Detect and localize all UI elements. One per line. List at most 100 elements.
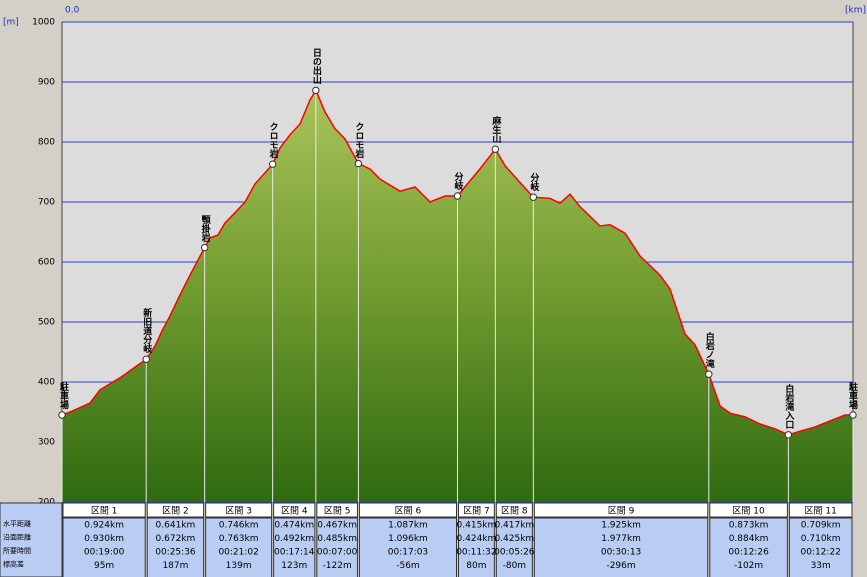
section-name: 区間 1 xyxy=(91,506,118,517)
table-label-column xyxy=(0,502,63,577)
x-start-label: 0.0 xyxy=(65,6,80,16)
section-cell: 1.977km xyxy=(601,534,641,544)
section-cell: 0.424km xyxy=(457,534,497,544)
waypoint-marker xyxy=(453,192,462,200)
table-row-label: 水平距離 xyxy=(3,519,31,528)
section-cell: 33m xyxy=(811,561,831,571)
section-header-cell xyxy=(205,502,273,518)
y-unit: [m] xyxy=(3,18,19,28)
section-data-cell xyxy=(62,517,146,577)
table-row-label: 所要時間 xyxy=(3,546,31,555)
section-cell: 00:30:13 xyxy=(601,548,641,558)
section-name: 区間 8 xyxy=(501,506,528,517)
section-data-cell xyxy=(458,517,495,577)
section-name: 区間 5 xyxy=(324,506,351,517)
section-cell: 00:25:36 xyxy=(155,548,196,558)
waypoint-marker xyxy=(58,411,66,419)
section-header-cell xyxy=(788,502,853,518)
section-header-cell xyxy=(273,502,316,518)
waypoint-label: クロモ岩 xyxy=(267,122,278,159)
y-tick-label: 600 xyxy=(38,258,55,268)
waypoint-marker xyxy=(849,411,857,419)
section-data-cell xyxy=(709,517,788,577)
section-header-cell xyxy=(533,502,709,518)
section-cell: 0.930km xyxy=(84,534,124,544)
section-cell: 00:17:14 xyxy=(274,548,315,558)
section-name: 区間 4 xyxy=(281,506,308,517)
section-name: 区間 7 xyxy=(463,506,490,517)
waypoint-marker xyxy=(200,243,209,252)
section-cell: 95m xyxy=(94,561,114,571)
y-tick-label: 1000 xyxy=(32,18,55,28)
section-cell: 0.641km xyxy=(156,521,196,531)
section-cell: 1.925km xyxy=(601,521,641,531)
section-cell: 1.087km xyxy=(388,521,428,531)
section-header-cell xyxy=(358,502,458,518)
y-tick-label: 900 xyxy=(38,78,55,88)
section-data-cell xyxy=(146,517,205,577)
section-cell: 80m xyxy=(466,561,486,571)
y-tick-label: 700 xyxy=(38,198,55,208)
waypoint-marker xyxy=(491,145,500,153)
section-data-cell xyxy=(533,517,709,577)
section-data-cell xyxy=(358,517,458,577)
section-cell: 0.924km xyxy=(84,521,124,531)
waypoint-marker xyxy=(312,86,320,95)
section-cell: 0.425km xyxy=(494,534,534,544)
y-tick-label: 300 xyxy=(38,438,55,448)
section-cell: 00:11:32 xyxy=(456,548,496,558)
section-cell: 00:07:00 xyxy=(317,548,358,558)
waypoint-label: 麻生山 xyxy=(490,116,501,144)
waypoint-label: 駐車場 xyxy=(58,382,68,409)
waypoint-label: 分岐 xyxy=(452,172,463,190)
y-tick-label: 800 xyxy=(38,138,55,148)
waypoint-marker xyxy=(142,355,150,363)
section-cell: 0.492km xyxy=(274,534,314,544)
waypoint-label: 駐車場 xyxy=(847,382,857,409)
y-tick-label: 400 xyxy=(38,378,55,388)
waypoint-marker xyxy=(705,370,713,378)
section-cell: 0.672km xyxy=(156,534,196,544)
section-header-cell xyxy=(458,502,495,518)
section-cell: 00:17:03 xyxy=(388,548,428,558)
waypoint-label: 分岐 xyxy=(528,173,539,192)
section-cell: 00:05:26 xyxy=(494,548,535,558)
section-cell: 00:12:22 xyxy=(800,548,840,558)
section-cell: 0.467km xyxy=(317,521,357,531)
section-cell: 123m xyxy=(281,561,307,571)
waypoint-marker xyxy=(354,159,363,168)
section-header-cell xyxy=(62,502,146,518)
section-header-cell xyxy=(146,502,205,518)
section-cell: -80m xyxy=(503,561,526,571)
section-cell: -122m xyxy=(323,561,352,571)
section-data-cell xyxy=(316,517,358,577)
section-name: 区間 11 xyxy=(805,506,837,517)
section-cell: 0.710km xyxy=(801,534,841,544)
section-cell: 1.096km xyxy=(388,534,428,544)
section-cell: 0.746km xyxy=(219,521,259,531)
waypoint-marker xyxy=(529,193,538,201)
waypoint-marker xyxy=(784,431,793,439)
section-data-cell xyxy=(495,517,533,577)
section-cell: -102m xyxy=(734,561,763,571)
section-cell: 0.884km xyxy=(729,534,769,544)
waypoint-label: 白岩ノ滝 xyxy=(703,332,714,369)
section-cell: -56m xyxy=(396,561,419,571)
section-cell: 0.873km xyxy=(729,521,769,531)
section-data-cell xyxy=(205,517,273,577)
x-unit: [km] xyxy=(845,6,866,16)
section-cell: 0.474km xyxy=(274,521,314,531)
section-header-cell xyxy=(495,502,533,518)
section-header-cell xyxy=(316,502,358,518)
section-cell: 0.417km xyxy=(494,521,534,531)
waypoint-label: 白岩滝入口 xyxy=(783,383,794,429)
table-row-label: 標高差 xyxy=(3,560,24,569)
section-name: 区間 6 xyxy=(395,506,422,517)
section-cell: 0.763km xyxy=(219,534,259,544)
section-cell: 00:21:02 xyxy=(218,548,258,558)
elevation-line xyxy=(61,88,853,436)
section-name: 区間 10 xyxy=(732,506,765,517)
table-row-label: 沿面距離 xyxy=(3,533,31,542)
